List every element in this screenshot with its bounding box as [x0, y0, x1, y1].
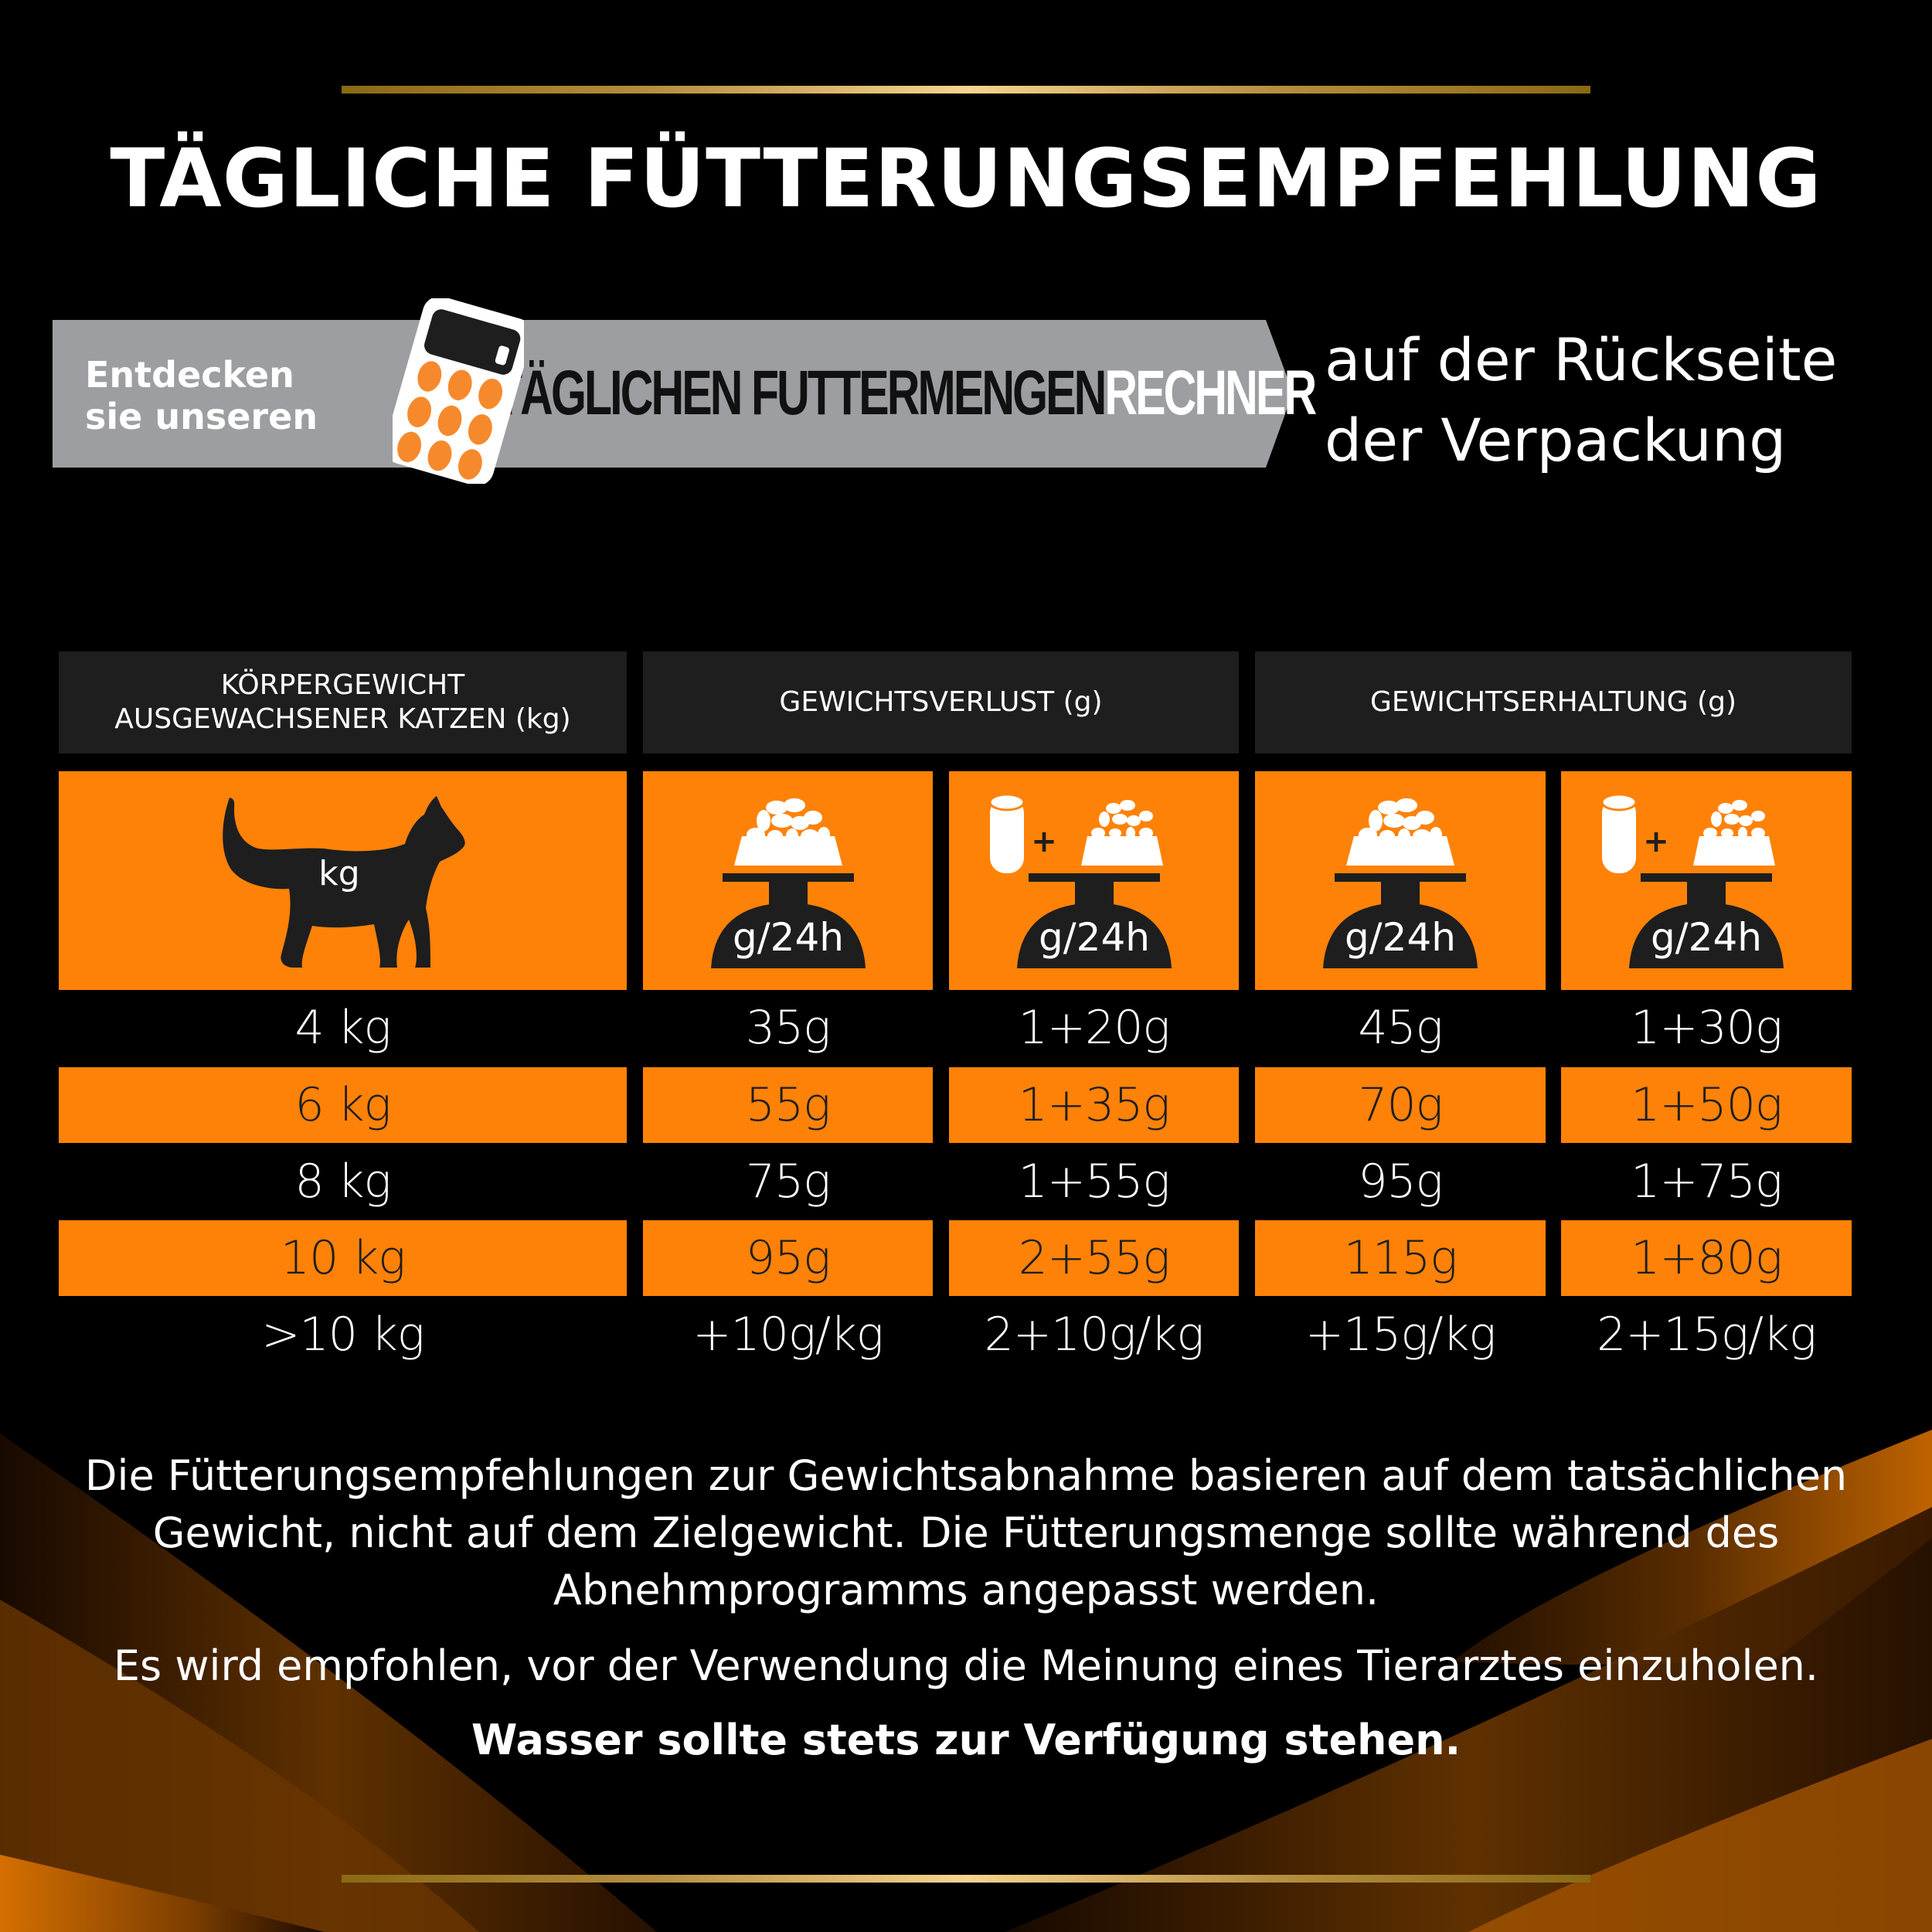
cell-maint-dry: 115g [1255, 1220, 1546, 1296]
table-row: >10 kg +10g/kg 2+10g/kg +15g/kg 2+15g/kg [59, 1297, 1852, 1372]
header-weight-line1: KÖRPERGEWICHT [220, 669, 465, 701]
scale-dry-food-icon-cell: g/24h [1255, 771, 1546, 990]
svg-text:g/24h: g/24h [1651, 915, 1762, 960]
scale-dry-food-icon: g/24h [710, 798, 866, 968]
cell-loss-mixed: 1+35g [949, 1067, 1239, 1143]
calculator-promo-banner: Entdecken sie unseren TÄGLICHEN FUTTERME… [53, 298, 1317, 484]
table-row: 8 kg 75g 1+55g 95g 1+75g [59, 1144, 1852, 1219]
svg-text:kg: kg [318, 854, 359, 893]
banner-arrow-shape [53, 320, 1293, 468]
cell-loss-mixed: 1+55g [1018, 1155, 1171, 1209]
banner-intro-text: Entdecken sie unseren [85, 354, 318, 437]
cell-maint-mixed: 1+75g [1631, 1155, 1783, 1209]
scale-wet-plus-dry-icon-cell: + g/24h [1561, 771, 1852, 990]
banner-intro-line1: Entdecken [85, 354, 294, 396]
cell-loss-mixed: 2+10g/kg [984, 1308, 1205, 1362]
header-weight-maintenance: GEWICHTSERHALTUNG (g) [1255, 651, 1852, 753]
cat-silhouette-icon: kg [222, 795, 465, 968]
banner-location-text: auf der Rückseite der Verpackung [1325, 320, 1837, 481]
scale-wet-plus-dry-icon: + g/24h [988, 793, 1172, 968]
table-row: 4 kg 35g 1+20g 45g 1+30g [59, 990, 1852, 1066]
scale-wet-plus-dry-icon-cell: + g/24h [949, 771, 1239, 990]
note-vet-advice: Es wird empfohlen, vor der Verwendung di… [113, 1641, 1819, 1690]
gold-divider-bottom [342, 1875, 1590, 1883]
svg-text:g/24h: g/24h [1345, 915, 1456, 960]
cell-maint-dry: 95g [1358, 1155, 1443, 1209]
page-title: TÄGLICHE FÜTTERUNGSEMPFEHLUNG [110, 131, 1822, 226]
cell-weight: >10 kg [261, 1308, 424, 1362]
cell-maint-mixed: 1+30g [1631, 1001, 1783, 1055]
cell-weight: 6 kg [59, 1067, 627, 1143]
cat-weight-icon-cell: kg [59, 771, 627, 990]
scale-dry-food-icon: g/24h [1323, 798, 1478, 968]
svg-text:+: + [1031, 824, 1057, 859]
svg-text:g/24h: g/24h [733, 915, 844, 960]
location-line1: auf der Rückseite [1325, 325, 1838, 394]
cell-maint-dry: 45g [1358, 1001, 1443, 1055]
cell-loss-mixed: 2+55g [949, 1220, 1239, 1296]
cell-maint-mixed: 1+50g [1561, 1067, 1852, 1143]
scale-wet-plus-dry-icon: + g/24h [1600, 793, 1784, 968]
banner-main-light-text: RECHNER [1104, 358, 1317, 428]
cell-loss-dry: 35g [745, 1001, 831, 1055]
cell-weight: 10 kg [59, 1220, 627, 1296]
header-weight-line2: AUSGEWACHSENER KATZEN (kg) [114, 703, 571, 735]
cell-maint-mixed: 2+15g/kg [1597, 1308, 1817, 1362]
cell-loss-dry: 95g [643, 1220, 933, 1296]
cell-weight: 8 kg [294, 1155, 392, 1209]
cell-maint-dry: 70g [1255, 1067, 1546, 1143]
calculator-icon [393, 298, 524, 484]
gold-divider-top [342, 86, 1590, 94]
cell-loss-mixed: 1+20g [1018, 1001, 1171, 1055]
cell-loss-dry: 55g [643, 1067, 933, 1143]
banner-main-dark-text: TÄGLICHEN FUTTERMENGEN [495, 358, 1107, 428]
table-row: 10 kg 95g 2+55g 115g 1+80g [59, 1220, 1852, 1296]
header-weight-loss: GEWICHTSVERLUST (g) [643, 651, 1239, 753]
header-body-weight: KÖRPERGEWICHT AUSGEWACHSENER KATZEN (kg) [59, 651, 627, 753]
feeding-notes: Die Fütterungsempfehlungen zur Gewichtsa… [0, 1447, 1932, 1769]
cell-loss-dry: +10g/kg [692, 1308, 884, 1362]
cell-maint-mixed: 1+80g [1561, 1220, 1852, 1296]
location-line2: der Verpackung [1325, 406, 1787, 474]
banner-calculator-name: TÄGLICHEN FUTTERMENGENRECHNER [495, 358, 1317, 428]
cell-weight: 4 kg [294, 1001, 392, 1055]
banner-intro-line2: sie unseren [85, 396, 318, 437]
cell-maint-dry: +15g/kg [1304, 1308, 1497, 1362]
note-weight-loss-basis: Die Fütterungsempfehlungen zur Gewichtsa… [84, 1451, 1848, 1614]
note-water: Wasser sollte stets zur Verfügung stehen… [471, 1716, 1461, 1764]
svg-text:g/24h: g/24h [1039, 915, 1150, 960]
svg-text:+: + [1643, 824, 1669, 859]
scale-dry-food-icon-cell: g/24h [643, 771, 933, 990]
table-row: 6 kg 55g 1+35g 70g 1+50g [59, 1067, 1852, 1143]
cell-loss-dry: 75g [745, 1155, 831, 1209]
